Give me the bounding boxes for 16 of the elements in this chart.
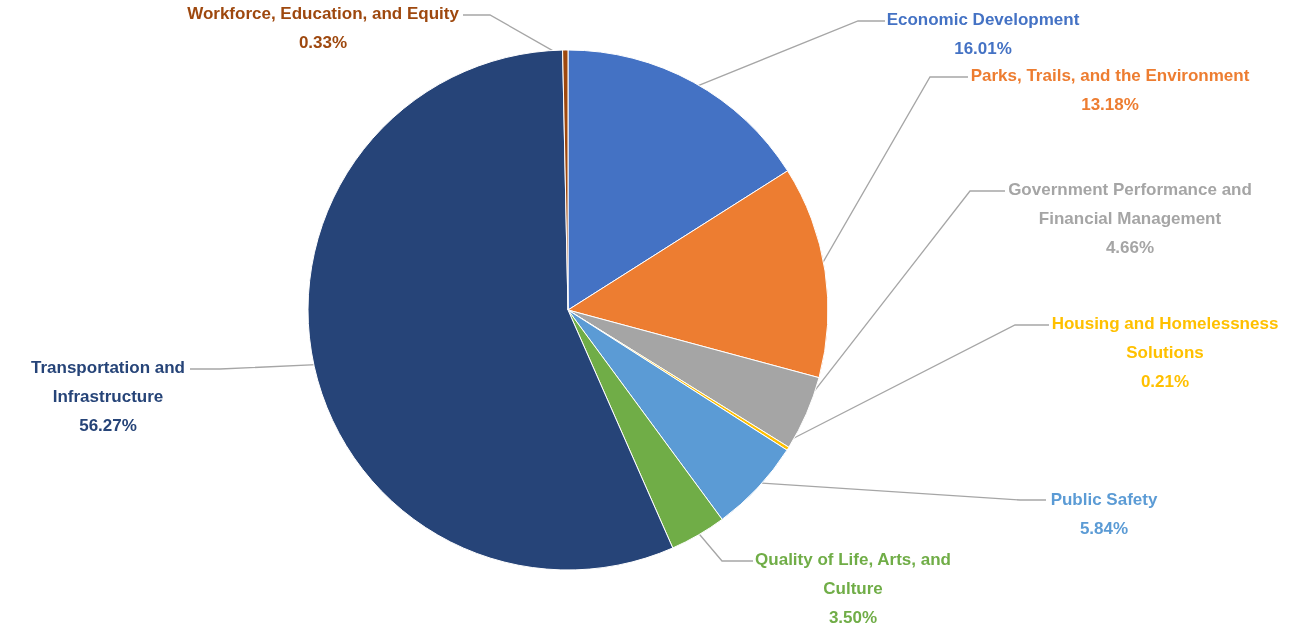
data-label: 5.84% [1079,519,1129,538]
slice-label: Transportation and Infrastructure [31,358,185,406]
slice-label: Housing and Homelessness Solutions [1051,314,1279,362]
slice-label: Public Safety [1050,490,1158,509]
data-label: 16.01% [954,39,1012,58]
data-label: 0.33% [298,33,348,52]
slice-label: Government Performance and Financial Management [1008,180,1252,228]
data-label: 4.66% [1105,238,1155,257]
slice-label: Economic Development [886,10,1080,29]
data-label: 3.50% [828,608,878,627]
slice-label: Quality of Life, Arts, and Culture [755,550,951,598]
slice-label: Parks, Trails, and the Environment [970,66,1250,85]
data-label: 56.27% [79,416,137,435]
slice-label: Workforce, Education, and Equity [187,4,460,23]
data-label: 0.21% [1140,372,1190,391]
data-label: 13.18% [1081,95,1139,114]
